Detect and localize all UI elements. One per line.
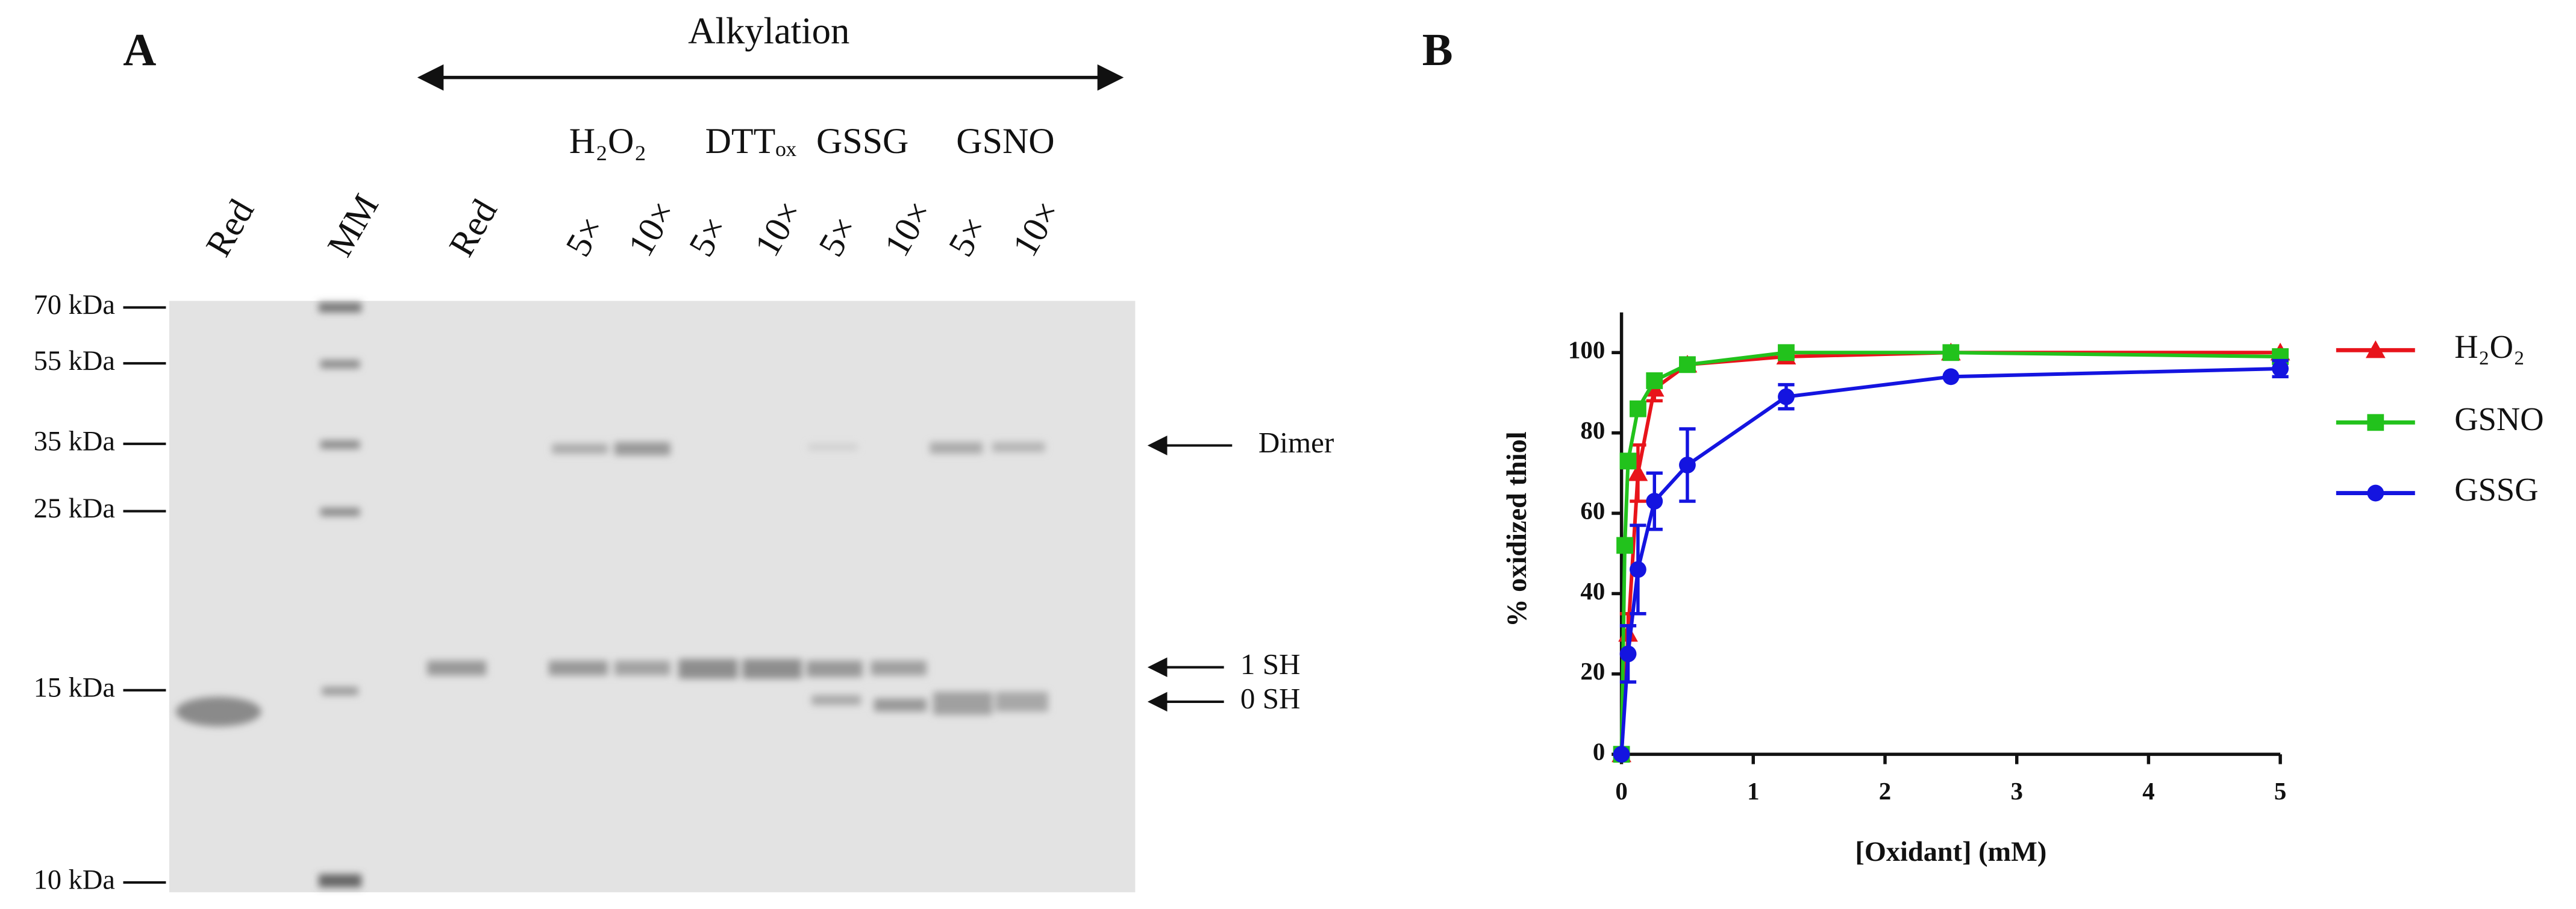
y-tick-label: 100	[1568, 337, 1605, 364]
x-tick-label: 4	[2142, 778, 2154, 805]
x-axis-label: [Oxidant] (mM)	[1855, 837, 2046, 867]
y-tick-label: 60	[1580, 497, 1605, 524]
x-tick-label: 5	[2274, 778, 2286, 805]
x-tick-label: 1	[1747, 778, 1759, 805]
legend-label: GSNO	[2454, 401, 2543, 437]
point	[1942, 368, 1960, 386]
band-annotation: Dimer	[1258, 426, 1334, 459]
marker-label: 10 kDa	[34, 865, 115, 896]
marker-label: 35 kDa	[34, 426, 115, 457]
band-annotation: 0 SH	[1240, 682, 1301, 715]
series-line	[1619, 351, 2281, 755]
panel-label: B	[1422, 24, 1453, 75]
group-label: GSNO	[956, 121, 1054, 161]
y-tick-label: 80	[1580, 417, 1605, 444]
marker-label: 15 kDa	[34, 672, 115, 703]
point	[1942, 344, 1960, 361]
lane-label: MM	[320, 187, 386, 263]
legend-label: H₂O₂	[2454, 328, 2525, 365]
lane-label: 10×	[1005, 194, 1068, 263]
lane-label: 5×	[558, 210, 611, 263]
point	[1646, 372, 1663, 389]
legend-marker	[2367, 484, 2384, 502]
x-tick-label: 2	[1879, 778, 1891, 805]
series-line	[1619, 366, 2281, 755]
point	[1646, 493, 1663, 510]
point	[1619, 645, 1637, 663]
y-axis-label: % oxidized thiol	[1502, 431, 1533, 627]
group-label: GSSG	[816, 121, 908, 161]
group-label: H₂O₂	[569, 121, 646, 161]
legend-marker	[2365, 340, 2386, 358]
point	[1679, 356, 1696, 373]
y-tick-label: 0	[1593, 739, 1605, 766]
panel-label: A	[123, 24, 156, 75]
series-line	[1619, 351, 2281, 755]
point	[1778, 344, 1795, 361]
marker-label: 25 kDa	[34, 493, 115, 524]
x-tick-label: 3	[2010, 778, 2022, 805]
point	[1616, 537, 1633, 554]
header: Alkylation	[688, 10, 849, 52]
lane-label: 10×	[877, 194, 939, 263]
lane-label: 10×	[747, 194, 810, 263]
lane-label: 5×	[811, 210, 864, 263]
band-annotation: 1 SH	[1240, 648, 1301, 681]
point	[1613, 746, 1630, 763]
lane-label: 5×	[681, 210, 734, 263]
marker-label: 55 kDa	[34, 346, 115, 376]
point	[1619, 452, 1637, 470]
legend-marker	[2367, 414, 2384, 431]
y-tick-label: 20	[1580, 658, 1605, 685]
point	[2272, 360, 2289, 377]
lane-label: Red	[441, 193, 504, 263]
point	[1628, 463, 1648, 481]
lane-label: Red	[198, 193, 261, 263]
point	[1679, 457, 1696, 473]
marker-label: 70 kDa	[34, 290, 115, 320]
point	[1630, 400, 1646, 417]
y-tick-label: 40	[1580, 578, 1605, 605]
x-tick-label: 0	[1615, 778, 1627, 805]
gel-bands	[175, 302, 1048, 888]
point	[1778, 388, 1795, 405]
gel	[169, 301, 1136, 893]
point	[1630, 561, 1646, 578]
legend-label: GSSG	[2454, 471, 2538, 508]
lane-label: 10×	[621, 194, 683, 263]
group-label: DTTₒₓ	[705, 121, 797, 161]
lane-label: 5×	[940, 210, 994, 263]
